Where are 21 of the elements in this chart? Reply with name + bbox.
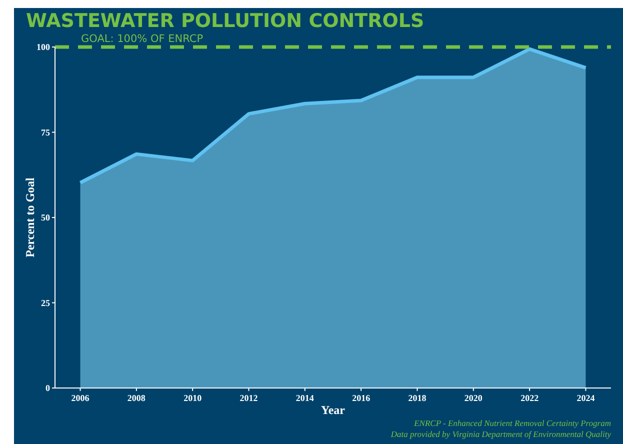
text: ENRCP - Enhanced Nutrient Removal Certainty Program (413, 418, 611, 428)
x-tick-label: 2012 (240, 393, 258, 403)
x-tick-label: 2008 (127, 393, 146, 403)
y-axis-title: Percent to Goal (23, 176, 37, 258)
x-tick-label: 2020 (464, 393, 483, 403)
text: Data provided by Virginia Department of Environmental Quality (390, 429, 612, 439)
x-tick-label: 2022 (520, 393, 540, 403)
x-tick-label: 2024 (576, 393, 596, 403)
x-tick-label: 2006 (71, 393, 90, 403)
y-tick-label: 50 (41, 212, 50, 222)
chart-title: WASTEWATER POLLUTION CONTROLS (26, 10, 424, 32)
y-tick-label: 25 (41, 298, 50, 308)
x-axis-title: Year (321, 403, 346, 417)
x-tick-label: 2018 (408, 393, 427, 403)
x-tick-label: 2014 (296, 393, 314, 403)
x-tick-label: 2010 (184, 393, 202, 403)
y-tick-label: 0 (46, 383, 50, 393)
y-tick-label: 75 (41, 127, 50, 138)
x-tick-label: 2016 (352, 393, 371, 403)
y-tick-label: 100 (36, 42, 50, 52)
ref-line-label: GOAL: 100% OF ENRCP (81, 33, 204, 45)
